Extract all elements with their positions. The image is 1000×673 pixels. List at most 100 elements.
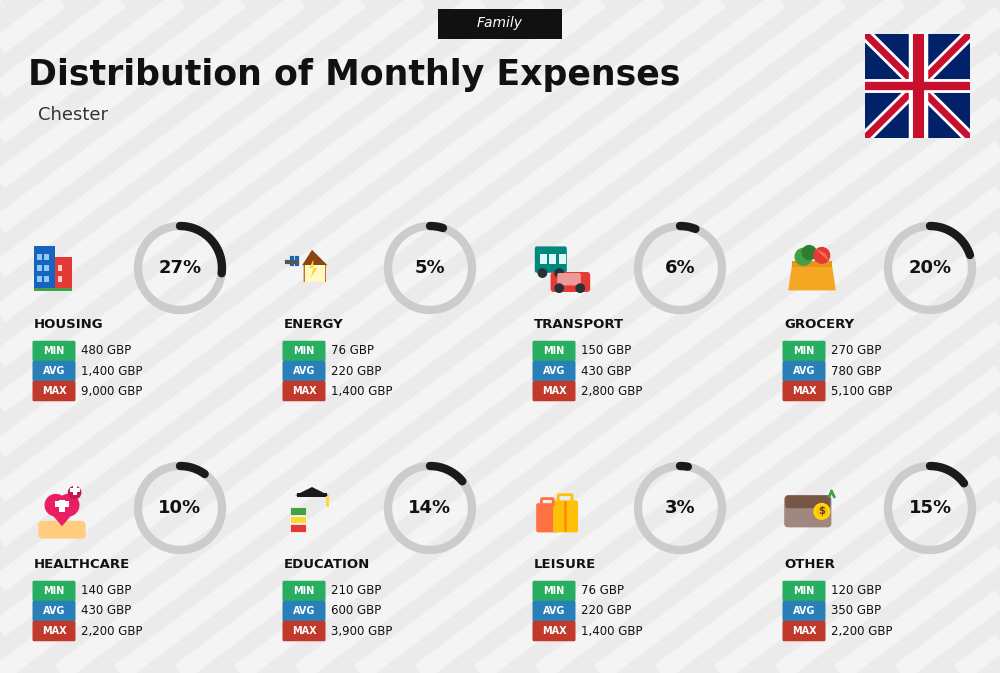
FancyBboxPatch shape [783,361,826,381]
Text: OTHER: OTHER [784,557,835,571]
Text: MAX: MAX [542,626,566,636]
Text: 2,200 GBP: 2,200 GBP [831,625,893,637]
Text: MIN: MIN [543,586,565,596]
Text: 3,900 GBP: 3,900 GBP [331,625,392,637]
FancyBboxPatch shape [532,361,576,381]
Text: 140 GBP: 140 GBP [81,584,131,598]
Bar [305,265,325,282]
Text: Chester: Chester [38,106,108,124]
Text: 150 GBP: 150 GBP [581,345,631,357]
FancyBboxPatch shape [32,341,76,361]
Polygon shape [295,487,329,495]
Text: MIN: MIN [43,346,65,356]
Text: LEISURE: LEISURE [534,557,596,571]
FancyBboxPatch shape [38,521,86,538]
FancyBboxPatch shape [283,601,326,621]
Polygon shape [45,507,79,526]
Text: 270 GBP: 270 GBP [831,345,881,357]
FancyBboxPatch shape [783,581,826,601]
Text: 600 GBP: 600 GBP [331,604,381,618]
FancyBboxPatch shape [532,621,576,641]
Text: MIN: MIN [43,586,65,596]
FancyBboxPatch shape [32,601,76,621]
FancyBboxPatch shape [32,381,76,401]
Bar [58,277,62,282]
FancyBboxPatch shape [283,621,326,641]
Text: TRANSPORT: TRANSPORT [534,318,624,330]
Bar [58,265,62,271]
FancyBboxPatch shape [532,581,576,601]
Circle shape [58,495,79,516]
FancyBboxPatch shape [32,361,76,381]
Text: 2,200 GBP: 2,200 GBP [81,625,143,637]
Circle shape [555,269,563,277]
Bar [44,254,49,260]
FancyBboxPatch shape [785,495,830,508]
Bar [44,265,49,271]
Circle shape [802,246,816,260]
Text: 5%: 5% [415,259,445,277]
FancyBboxPatch shape [784,495,831,528]
Bar [792,261,832,267]
Text: AVG: AVG [543,366,565,376]
Polygon shape [304,251,326,282]
Text: AVG: AVG [43,606,65,616]
Text: 430 GBP: 430 GBP [581,365,631,378]
Text: 120 GBP: 120 GBP [831,584,881,598]
Circle shape [814,248,830,263]
Text: ENERGY: ENERGY [284,318,344,330]
Bar [549,254,556,264]
Text: 780 GBP: 780 GBP [831,365,881,378]
Text: 76 GBP: 76 GBP [331,345,374,357]
Bar [34,287,72,291]
FancyBboxPatch shape [283,361,326,381]
Bar [559,254,566,264]
Bar [59,499,65,512]
FancyBboxPatch shape [551,272,590,292]
FancyBboxPatch shape [536,503,558,532]
Text: AVG: AVG [793,606,815,616]
Text: 220 GBP: 220 GBP [331,365,381,378]
Text: 9,000 GBP: 9,000 GBP [81,384,142,398]
Text: 20%: 20% [908,259,952,277]
Bar [70,488,80,491]
Text: HEALTHCARE: HEALTHCARE [34,557,130,571]
Text: 220 GBP: 220 GBP [581,604,631,618]
Text: 6%: 6% [665,259,695,277]
Circle shape [538,269,547,277]
Circle shape [814,503,830,519]
Text: MAX: MAX [542,386,566,396]
Text: 350 GBP: 350 GBP [831,604,881,618]
Text: AVG: AVG [543,606,565,616]
Text: 76 GBP: 76 GBP [581,584,624,598]
Text: 480 GBP: 480 GBP [81,345,131,357]
Text: MAX: MAX [42,626,66,636]
FancyBboxPatch shape [535,246,567,273]
Circle shape [795,248,812,265]
Circle shape [817,506,827,516]
Bar [37,254,42,260]
Bar [290,524,306,532]
Text: GROCERY: GROCERY [784,318,854,330]
Polygon shape [815,248,829,261]
Text: MIN: MIN [293,586,315,596]
Text: 1,400 GBP: 1,400 GBP [81,365,143,378]
Text: MAX: MAX [792,386,816,396]
Bar [44,277,49,282]
Bar [37,277,42,282]
FancyBboxPatch shape [783,621,826,641]
Bar [290,516,306,524]
Text: MAX: MAX [792,626,816,636]
Bar [540,254,547,264]
Text: 5,100 GBP: 5,100 GBP [831,384,892,398]
Text: AVG: AVG [293,606,315,616]
Circle shape [555,284,563,292]
Text: AVG: AVG [43,366,65,376]
Text: MIN: MIN [793,586,815,596]
Text: 3%: 3% [665,499,695,517]
FancyBboxPatch shape [532,601,576,621]
Text: MAX: MAX [292,626,316,636]
FancyBboxPatch shape [283,581,326,601]
Text: 1,400 GBP: 1,400 GBP [331,384,392,398]
Bar [55,501,69,507]
